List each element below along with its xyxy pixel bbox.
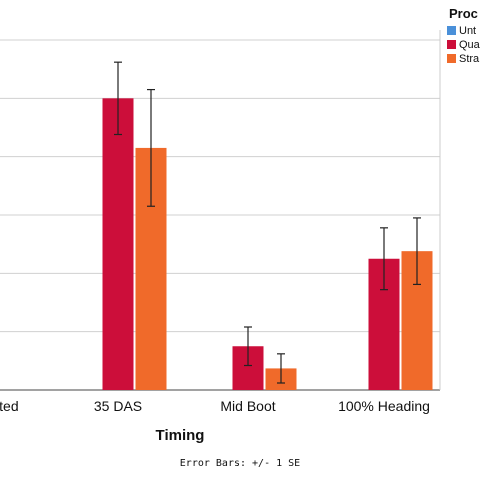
legend-swatch: [447, 26, 456, 35]
error-bar: [380, 227, 388, 291]
bar-qua: [102, 98, 134, 390]
error-bar: [413, 217, 421, 286]
bars-group: [102, 98, 433, 390]
x-tick-label: Mid Boot: [220, 398, 275, 414]
legend-title: Proc: [449, 6, 478, 21]
error-bar: [244, 326, 252, 367]
legend-label: Unt: [459, 25, 476, 37]
x-axis-title: Timing: [156, 427, 205, 444]
error-bar: [277, 353, 285, 384]
legend-label: Stra: [459, 53, 480, 65]
x-tick-label: 35 DAS: [94, 398, 142, 414]
gridlines: [0, 39, 440, 333]
legend: Proc Unt Qua Stra: [447, 6, 480, 65]
legend-swatch: [447, 40, 456, 49]
legend-swatch: [447, 54, 456, 63]
error-bar: [147, 88, 155, 207]
legend-label: Qua: [459, 39, 480, 51]
error-bars-footnote: Error Bars: +/- 1 SE: [180, 458, 300, 469]
x-tick-labels: ated 35 DAS Mid Boot 100% Heading: [0, 398, 430, 414]
x-tick-label: ated: [0, 398, 19, 414]
error-bar: [114, 61, 122, 136]
error-bars-group: [114, 61, 421, 384]
x-tick-label: 100% Heading: [338, 398, 430, 414]
